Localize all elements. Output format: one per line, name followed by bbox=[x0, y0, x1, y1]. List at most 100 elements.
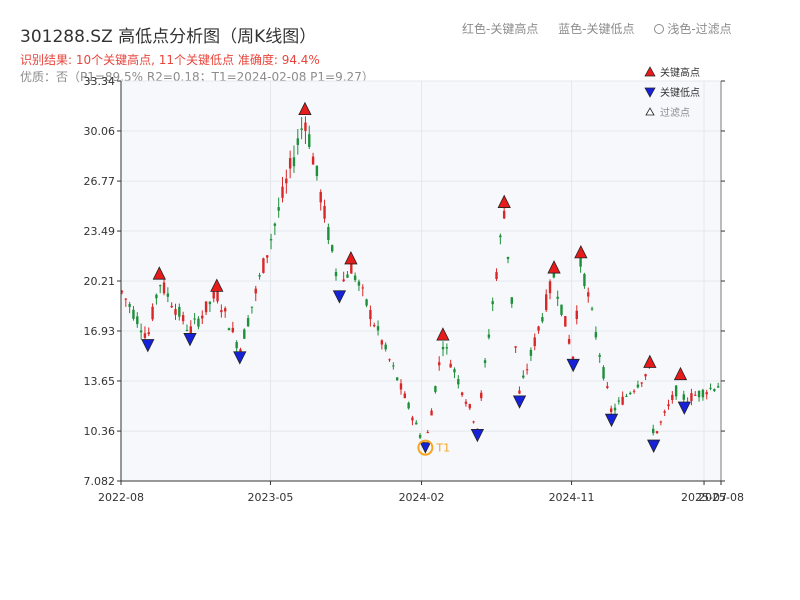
key-low-marker bbox=[233, 351, 247, 365]
candle-body bbox=[430, 410, 433, 416]
candle-body bbox=[621, 396, 624, 405]
candle-body bbox=[499, 235, 502, 238]
candle-body bbox=[697, 390, 701, 398]
key-low-marker bbox=[183, 333, 197, 347]
candle-body bbox=[464, 401, 468, 404]
candle-body bbox=[159, 285, 162, 287]
candle-body bbox=[334, 271, 338, 277]
candle-body bbox=[716, 386, 720, 388]
candle-body bbox=[151, 306, 154, 320]
candle-body bbox=[239, 349, 242, 354]
candle-body bbox=[636, 384, 640, 388]
candle-body bbox=[285, 178, 288, 184]
candle-body bbox=[220, 310, 223, 313]
candle-body bbox=[227, 328, 231, 331]
candle-body bbox=[587, 292, 590, 297]
candle-body bbox=[506, 256, 510, 260]
candle-body bbox=[139, 330, 143, 333]
candle-body bbox=[128, 304, 131, 307]
key-high-marker bbox=[547, 260, 561, 274]
candle-body bbox=[705, 392, 708, 395]
candle-body bbox=[166, 293, 170, 297]
y-tick-label: 30.06 bbox=[84, 125, 116, 138]
candle-body bbox=[434, 386, 437, 392]
candle-body bbox=[690, 393, 693, 401]
candle-body bbox=[556, 296, 559, 299]
candles bbox=[120, 116, 720, 448]
candle-body bbox=[426, 432, 429, 434]
candle-body bbox=[273, 223, 277, 226]
key-low-marker bbox=[512, 395, 527, 409]
top-legend: 红色-关键高点 蓝色-关键低点 浅色-过滤点 bbox=[462, 20, 748, 37]
candle-body bbox=[537, 326, 540, 331]
candle-body bbox=[185, 329, 189, 331]
hollow-circle-icon bbox=[654, 24, 665, 34]
candle-body bbox=[590, 308, 594, 310]
candle-body bbox=[170, 305, 173, 308]
candle-body bbox=[632, 390, 636, 392]
candle-body bbox=[491, 301, 494, 305]
candle-body bbox=[602, 367, 605, 379]
candle-body bbox=[178, 306, 181, 317]
candle-body bbox=[147, 332, 150, 335]
key-low-marker bbox=[604, 413, 619, 428]
candle-body bbox=[308, 134, 311, 147]
key-low-marker bbox=[470, 429, 485, 443]
candle-body bbox=[437, 362, 441, 366]
candle-body bbox=[193, 318, 196, 320]
key-high-marker bbox=[210, 278, 224, 292]
y-tick-label: 7.082 bbox=[84, 475, 116, 488]
x-tick-label: 2023-05 bbox=[247, 491, 293, 504]
candle-body bbox=[346, 274, 349, 278]
candle-body bbox=[392, 365, 395, 367]
candle-body bbox=[208, 301, 212, 305]
candle-body bbox=[407, 402, 410, 409]
candle-body bbox=[201, 315, 204, 319]
legend-low-icon bbox=[644, 87, 656, 98]
candle-body bbox=[713, 389, 716, 391]
candle-body bbox=[124, 298, 128, 300]
candle-body bbox=[545, 294, 548, 311]
candle-body bbox=[281, 186, 284, 198]
candle-body bbox=[667, 404, 670, 407]
candle-body bbox=[189, 326, 192, 334]
candle-body bbox=[250, 306, 254, 308]
y-tick-label: 26.77 bbox=[84, 175, 116, 188]
candle-body bbox=[162, 282, 166, 294]
candle-body bbox=[361, 287, 364, 289]
candle-body bbox=[575, 310, 578, 320]
x-tick-label: 2025-07 bbox=[681, 491, 727, 504]
legend-label: 过滤点 bbox=[660, 106, 690, 119]
candle-body bbox=[197, 318, 200, 327]
key-low-marker bbox=[141, 339, 155, 353]
candle-body bbox=[216, 290, 219, 302]
candle-body bbox=[453, 369, 456, 373]
candle-body bbox=[136, 316, 139, 325]
y-tick-label: 10.36 bbox=[84, 425, 116, 438]
key-low-marker bbox=[677, 401, 691, 415]
t1-label: T1 bbox=[435, 442, 450, 455]
candle-body bbox=[388, 359, 391, 361]
candle-body bbox=[709, 387, 712, 389]
candle-body bbox=[644, 374, 647, 377]
page-title: 301288.SZ 高低点分析图（周K线图） bbox=[20, 27, 317, 47]
candle-body bbox=[296, 138, 299, 145]
axes: 7.082 10.36 13.65 16.93 20.21 23.49 26.77 30.06… bbox=[84, 75, 744, 504]
candle-body bbox=[418, 435, 422, 438]
candle-body bbox=[518, 390, 521, 394]
candle-body bbox=[403, 393, 407, 398]
candle-body bbox=[694, 394, 697, 396]
candle-body bbox=[468, 404, 471, 409]
key-high-marker bbox=[152, 266, 166, 280]
candle-body bbox=[480, 392, 483, 399]
key-high-marker bbox=[298, 101, 312, 116]
candle-body bbox=[292, 157, 296, 167]
candle-body bbox=[369, 310, 372, 320]
candle-body bbox=[181, 315, 185, 322]
candle-body bbox=[522, 375, 525, 378]
candle-body bbox=[342, 279, 345, 282]
candle-body bbox=[472, 421, 475, 423]
candle-body bbox=[609, 408, 613, 413]
candle-body bbox=[269, 239, 273, 241]
candle-body bbox=[395, 377, 399, 381]
